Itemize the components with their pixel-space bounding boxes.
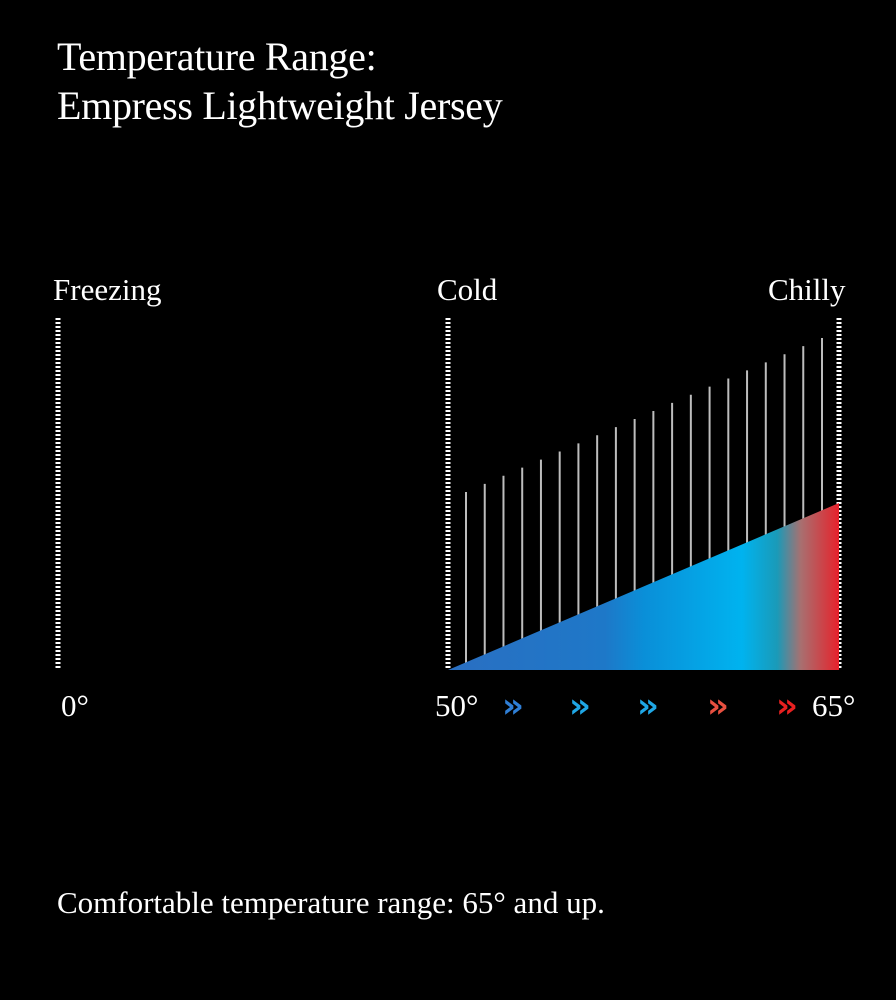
footer-note: Comfortable temperature range: 65° and u… <box>57 885 605 920</box>
comfort-area <box>448 503 839 670</box>
tick-label-0: 0° <box>61 688 89 723</box>
chevron-right-icon: » <box>776 686 798 726</box>
chevron-right-icon: » <box>637 686 659 726</box>
chevron-right-icon: » <box>707 686 729 726</box>
chart-title-line1: Temperature Range: <box>57 34 377 79</box>
tick-label-65: 65° <box>812 688 856 723</box>
label-cold: Cold <box>437 272 498 307</box>
chevron-right-icon: » <box>502 686 524 726</box>
chevron-right-icon: » <box>569 686 591 726</box>
chart-title: Temperature Range: Empress Lightweight J… <box>57 32 503 130</box>
chart-title-line2: Empress Lightweight Jersey <box>57 83 503 128</box>
label-chilly: Chilly <box>768 272 846 307</box>
label-freezing: Freezing <box>53 272 162 307</box>
tick-label-50: 50° <box>435 688 479 723</box>
